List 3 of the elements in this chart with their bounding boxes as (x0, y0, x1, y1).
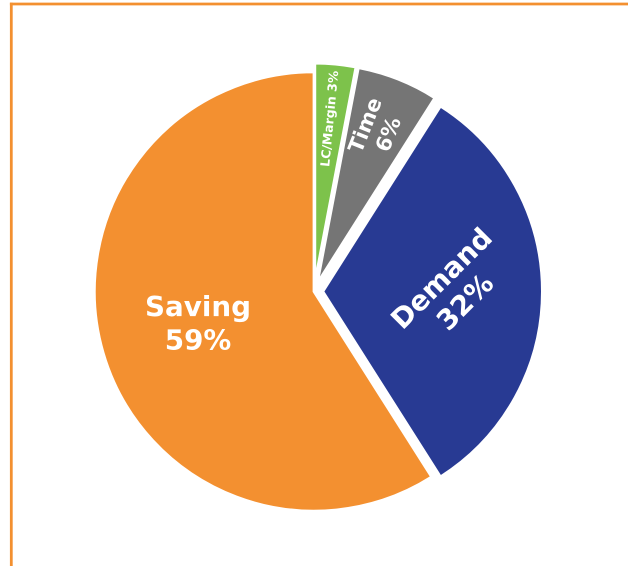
slice-label: Saving (146, 295, 249, 322)
data-label: 59% (166, 328, 230, 350)
slice-label: LC/Margin 3% (320, 70, 341, 166)
